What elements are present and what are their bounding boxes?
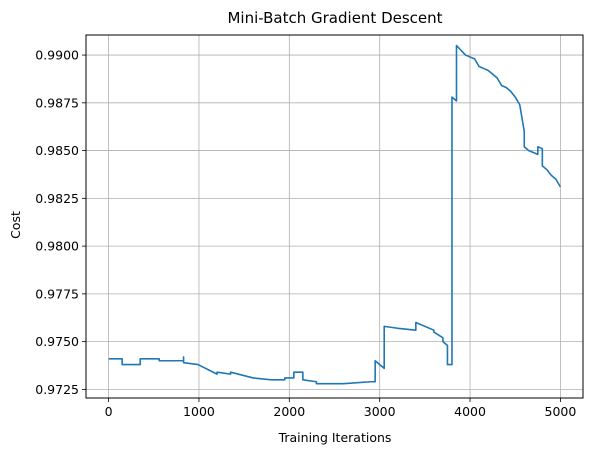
y-tick-label: 0.9875 [35, 95, 79, 110]
x-axis: 0 1000 2000 3000 4000 5000 [105, 398, 577, 419]
y-axis: 0.9725 0.9750 0.9775 0.9800 0.9825 0.9850 0.98… [35, 48, 86, 397]
x-tick-label: 5000 [545, 404, 577, 419]
x-tick-label: 4000 [454, 404, 486, 419]
chart-title: Mini-Batch Gradient Descent [227, 9, 442, 27]
grid [86, 35, 583, 398]
y-tick-label: 0.9900 [35, 48, 79, 63]
y-tick-label: 0.9775 [35, 286, 79, 301]
x-axis-label: Training Iterations [278, 430, 392, 445]
x-tick-label: 0 [105, 404, 113, 419]
y-tick-label: 0.9850 [35, 143, 79, 158]
cost-line [108, 44, 562, 385]
x-tick-label: 1000 [183, 404, 215, 419]
x-tick-label: 3000 [364, 404, 396, 419]
axes-frame [85, 34, 584, 399]
x-tick-label: 2000 [273, 404, 305, 419]
y-axis-label: Cost [8, 211, 23, 239]
y-tick-label: 0.9800 [35, 239, 79, 254]
plot-series [108, 44, 562, 385]
y-tick-label: 0.9725 [35, 382, 79, 397]
y-tick-label: 0.9750 [35, 334, 79, 349]
y-tick-label: 0.9825 [35, 191, 79, 206]
